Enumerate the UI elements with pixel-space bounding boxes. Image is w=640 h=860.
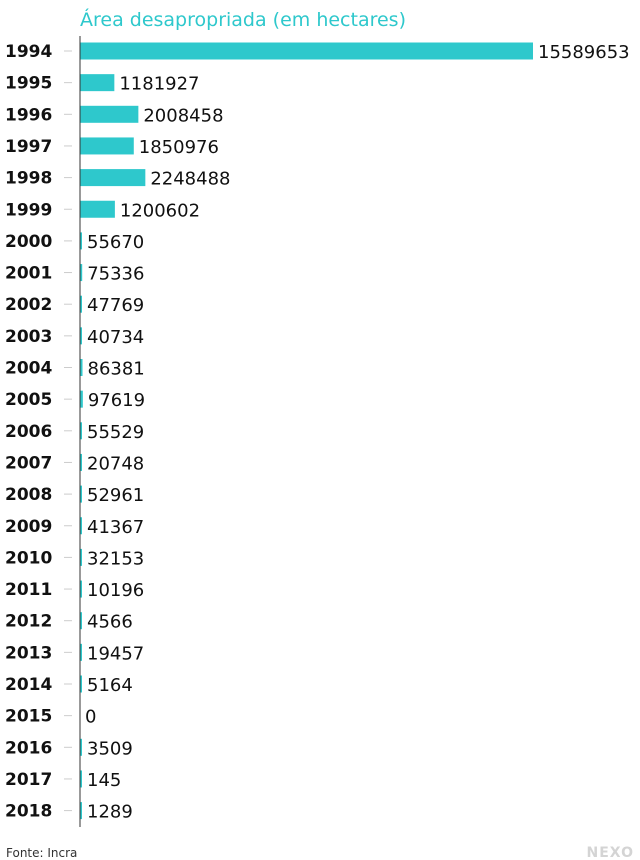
bar xyxy=(80,675,82,693)
data-label: 145 xyxy=(87,770,121,791)
data-label: 40734 xyxy=(87,327,144,348)
bar xyxy=(80,612,82,630)
chart-title: Área desapropriada (em hectares) xyxy=(80,8,406,31)
data-label: 97619 xyxy=(88,390,145,411)
bar xyxy=(80,517,82,535)
data-label: 55529 xyxy=(87,422,144,443)
data-label: 1289 xyxy=(87,802,133,823)
data-label: 1181927 xyxy=(119,74,199,95)
y-tick-label: 1995 xyxy=(5,74,52,94)
bar xyxy=(80,390,83,408)
bar xyxy=(80,359,83,376)
data-label: 75336 xyxy=(87,264,144,285)
y-tick-label: 2004 xyxy=(5,359,52,379)
bar xyxy=(80,485,82,503)
y-tick-label: 2015 xyxy=(5,707,52,727)
data-label: 20748 xyxy=(87,453,144,474)
data-label: 0 xyxy=(85,707,96,728)
y-tick-label: 2005 xyxy=(5,390,52,410)
bar xyxy=(80,453,82,471)
y-tick-label: 2011 xyxy=(5,580,52,600)
data-label: 3509 xyxy=(87,738,133,759)
data-label: 86381 xyxy=(88,359,145,380)
data-label: 55670 xyxy=(87,232,144,253)
y-tick-label: 2012 xyxy=(5,612,52,632)
bar xyxy=(80,548,82,566)
data-label: 52961 xyxy=(87,485,144,506)
bar xyxy=(80,105,139,123)
bar xyxy=(80,295,82,313)
y-tick-label: 2017 xyxy=(5,770,52,790)
bar xyxy=(80,770,82,788)
bar xyxy=(80,137,134,155)
y-tick-label: 2009 xyxy=(5,517,52,537)
data-label: 2008458 xyxy=(143,105,223,126)
source-note: Fonte: Incra xyxy=(6,846,77,860)
bar xyxy=(80,643,82,661)
y-tick-label: 2006 xyxy=(5,422,52,442)
y-tick-label: 2016 xyxy=(5,738,52,758)
data-label: 2248488 xyxy=(150,169,230,190)
bar xyxy=(80,422,82,440)
y-tick-label: 1999 xyxy=(5,200,52,220)
data-label: 32153 xyxy=(87,548,144,569)
bar xyxy=(80,264,83,282)
data-label: 1200602 xyxy=(120,200,200,221)
y-tick-label: 2018 xyxy=(5,802,52,822)
bar xyxy=(80,802,82,820)
y-tick-label: 2000 xyxy=(5,232,52,252)
data-label: 5164 xyxy=(87,675,133,696)
data-label: 4566 xyxy=(87,612,133,633)
bar xyxy=(80,74,115,92)
y-tick-label: 2008 xyxy=(5,485,52,505)
brand-logo: NEXO xyxy=(587,845,634,860)
y-tick-label: 1997 xyxy=(5,137,52,157)
bar xyxy=(80,200,115,218)
y-tick-label: 2002 xyxy=(5,295,52,315)
data-label: 15589653 xyxy=(538,42,630,63)
y-tick-label: 2014 xyxy=(5,675,52,695)
bar xyxy=(80,169,146,187)
data-label: 47769 xyxy=(87,295,144,316)
y-tick-label: 1996 xyxy=(5,105,52,125)
y-tick-label: 2013 xyxy=(5,643,52,663)
bar xyxy=(80,738,82,756)
data-label: 1850976 xyxy=(139,137,219,158)
data-label: 10196 xyxy=(87,580,144,601)
y-tick-label: 2007 xyxy=(5,453,52,473)
y-tick-label: 2010 xyxy=(5,548,52,568)
bar xyxy=(80,580,82,598)
data-label: 41367 xyxy=(87,517,144,538)
chart-rows: 1994 15589653 1995 1181927 1996 2008458 1997 18… xyxy=(5,42,630,823)
y-tick-label: 1998 xyxy=(5,169,52,189)
bar xyxy=(80,232,82,250)
bar xyxy=(80,42,533,60)
y-tick-label: 1994 xyxy=(5,42,52,62)
y-tick-label: 2001 xyxy=(5,264,52,284)
data-label: 19457 xyxy=(87,643,144,664)
y-tick-label: 2003 xyxy=(5,327,52,347)
bar xyxy=(80,327,82,345)
